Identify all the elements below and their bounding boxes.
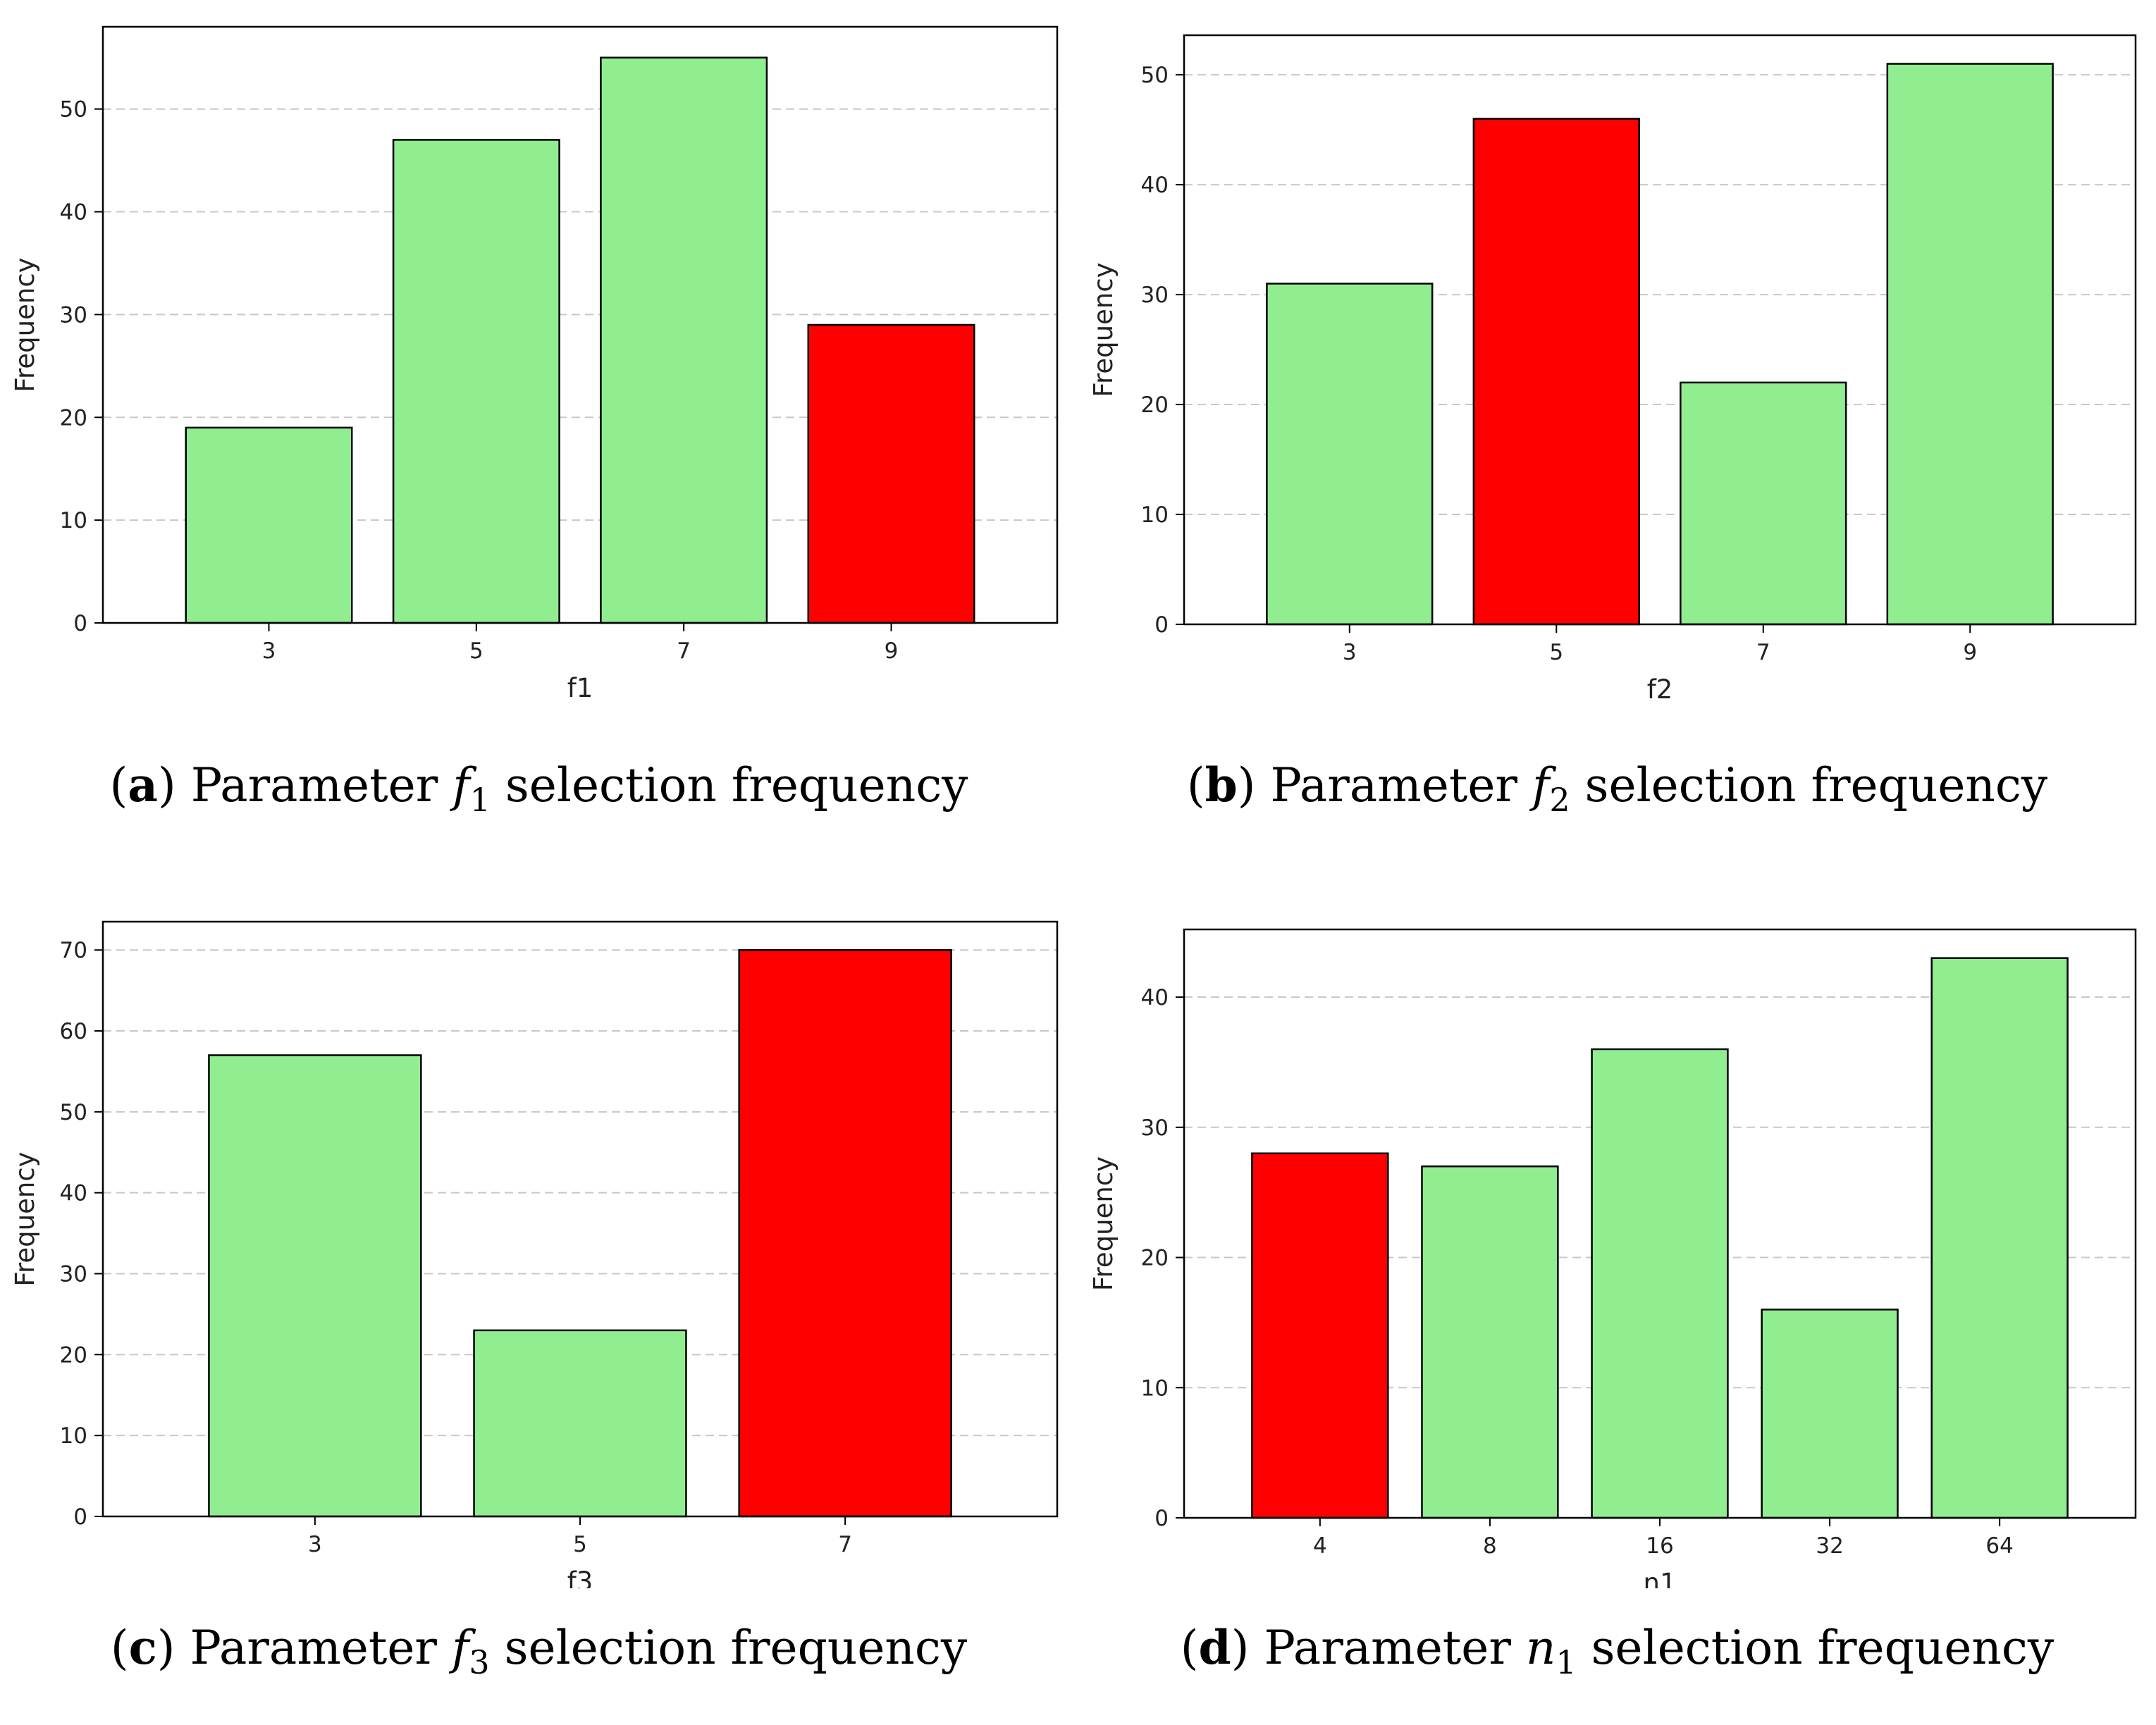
bar-8	[1421, 1165, 1559, 1519]
x-axis-label: f2	[1647, 674, 1673, 705]
y-tick-label: 0	[73, 611, 87, 636]
y-tick-label: 10	[60, 1423, 87, 1449]
y-tick-label: 60	[60, 1019, 87, 1044]
y-axis-ticks: 0 10 20 30 40 50	[1141, 63, 1184, 638]
y-tick-label: 20	[60, 405, 87, 431]
bar-7	[1680, 381, 1847, 626]
bar-3	[185, 426, 353, 624]
plot-frame	[101, 920, 1059, 1518]
x-axis-label: f1	[567, 673, 593, 703]
caption-d: (d) Parameter n1 selection frequency	[1180, 1620, 2055, 1682]
y-tick-label: 0	[73, 1504, 87, 1530]
bar-3	[1266, 283, 1434, 626]
chart-panel-a: 0 10 20 30 40 50 3 5 7 9 f1 Frequency (a) Parameter…	[0, 0, 1078, 863]
y-tick-label: 20	[60, 1342, 87, 1368]
bar-chart-f2: 0 10 20 30 40 50 3 5 7 9 f2 Frequency	[1088, 34, 2137, 705]
y-tick-label: 40	[60, 1181, 87, 1206]
x-tick-label: 5	[469, 638, 483, 664]
x-axis-ticks: 3 5 7 9	[1343, 624, 1977, 665]
y-tick-label: 0	[1154, 612, 1169, 638]
bar-chart-n1: 0 10 20 30 40 4 8 16 32 64 n1 Frequency	[1088, 928, 2137, 1588]
y-tick-label: 40	[60, 200, 87, 225]
y-tick-label: 30	[60, 302, 87, 328]
y-tick-label: 70	[60, 938, 87, 963]
x-tick-label: 64	[1985, 1533, 2013, 1559]
y-tick-label: 0	[1154, 1506, 1169, 1531]
x-tick-label: 3	[308, 1532, 322, 1557]
bars	[1251, 957, 2069, 1519]
caption-a: (a) Parameter f1 selection frequency	[109, 758, 968, 820]
bar-9	[807, 323, 975, 624]
x-tick-label: 4	[1313, 1533, 1327, 1559]
caption-b: (b) Parameter f2 selection frequency	[1186, 758, 2048, 820]
x-tick-label: 5	[573, 1532, 587, 1557]
x-axis-label: n1	[1644, 1568, 1677, 1588]
y-axis-ticks: 0 10 20 30 40 50	[60, 97, 103, 636]
y-axis-label: Frequency	[1088, 262, 1119, 397]
y-tick-label: 20	[1141, 392, 1169, 418]
caption-c: (c) Parameter f3 selection frequency	[110, 1620, 968, 1682]
bar-3	[208, 1054, 422, 1518]
bar-5	[1472, 118, 1640, 626]
y-axis-label: Frequency	[10, 257, 40, 392]
y-tick-label: 50	[1141, 63, 1169, 88]
chart-panel-b: 0 10 20 30 40 50 3 5 7 9 f2 Frequency (b) Parameter…	[1078, 0, 2156, 863]
y-tick-label: 30	[60, 1262, 87, 1287]
y-tick-label: 40	[1141, 173, 1169, 198]
y-tick-label: 50	[60, 97, 87, 123]
plot-frame	[1183, 34, 2137, 626]
chart-panel-d: 0 10 20 30 40 4 8 16 32 64 n1 Frequency (d) Paramet…	[1078, 863, 2156, 1725]
x-tick-label: 7	[677, 638, 691, 664]
y-axis-label: Frequency	[10, 1151, 40, 1286]
bar-64	[1930, 957, 2069, 1519]
bar-32	[1761, 1309, 1899, 1519]
y-axis-ticks: 0 10 20 30 40	[1141, 985, 1184, 1531]
x-axis-label: f3	[567, 1566, 593, 1588]
x-axis-ticks: 3 5 7	[308, 1516, 852, 1557]
bar-5	[473, 1329, 687, 1518]
bar-9	[1886, 63, 2054, 626]
y-axis-label: Frequency	[1088, 1156, 1119, 1291]
bar-7	[600, 56, 768, 624]
x-tick-label: 3	[262, 638, 276, 664]
bar-7	[738, 948, 952, 1518]
x-axis-ticks: 4 8 16 32 64	[1313, 1518, 2014, 1559]
y-axis-ticks: 0 10 20 30 40 50 60 70	[60, 938, 103, 1530]
x-tick-label: 8	[1483, 1533, 1497, 1559]
plot-frame	[1183, 928, 2137, 1519]
y-tick-label: 30	[1141, 1115, 1169, 1141]
x-tick-label: 9	[1963, 640, 1977, 665]
bar-5	[392, 139, 560, 624]
bar-16	[1591, 1048, 1729, 1519]
y-tick-label: 50	[60, 1100, 87, 1125]
bars	[185, 56, 975, 624]
y-tick-label: 10	[1141, 1375, 1169, 1401]
y-tick-label: 10	[60, 508, 87, 533]
x-tick-label: 5	[1549, 640, 1563, 665]
y-tick-label: 20	[1141, 1246, 1169, 1271]
y-tick-label: 10	[1141, 502, 1169, 528]
x-tick-label: 3	[1343, 640, 1357, 665]
bar-chart-f3: 0 10 20 30 40 50 60 70 3 5 7 f3 Frequency	[10, 920, 1059, 1588]
x-tick-label: 32	[1816, 1533, 1843, 1559]
bars	[1266, 63, 2054, 626]
bars	[208, 948, 952, 1518]
bar-chart-f1: 0 10 20 30 40 50 3 5 7 9 f1 Frequency	[10, 25, 1059, 703]
x-tick-label: 9	[885, 638, 899, 664]
chart-panel-c: 0 10 20 30 40 50 60 70 3 5 7 f3 Frequency (c) Parame…	[0, 863, 1078, 1725]
y-tick-label: 30	[1141, 283, 1169, 308]
x-tick-label: 7	[838, 1532, 852, 1557]
bar-4	[1251, 1152, 1389, 1519]
x-tick-label: 16	[1646, 1533, 1673, 1559]
x-tick-label: 7	[1756, 640, 1770, 665]
y-tick-label: 40	[1141, 985, 1169, 1010]
plot-frame	[101, 25, 1059, 624]
x-axis-ticks: 3 5 7 9	[262, 623, 899, 664]
